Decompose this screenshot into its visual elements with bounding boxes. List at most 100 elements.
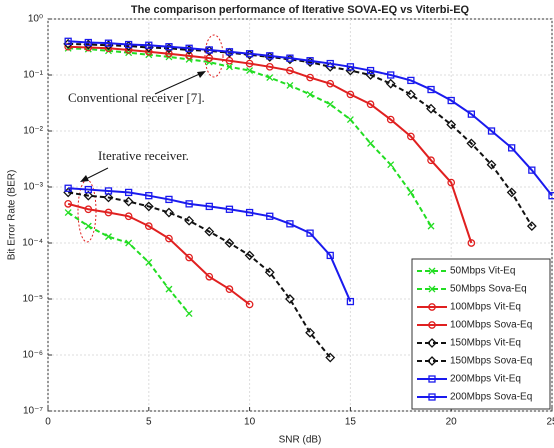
marker: [184, 215, 195, 226]
legend-label: 100Mbps Sova-Eq: [450, 320, 532, 331]
marker: [266, 52, 274, 60]
marker: [466, 138, 477, 149]
marker: [205, 46, 213, 54]
marker: [205, 202, 213, 211]
marker: [124, 188, 133, 197]
marker: [104, 39, 113, 47]
marker: [306, 73, 314, 82]
marker: [447, 178, 456, 187]
marker: [164, 207, 174, 218]
legend-label: 50Mbps Sova-Eq: [450, 284, 527, 295]
marker: [286, 66, 294, 75]
marker: [225, 48, 234, 56]
annotation: Conventional receiver [7].: [68, 90, 205, 105]
marker: [225, 205, 234, 213]
legend-label: 150Mbps Vit-Eq: [450, 338, 521, 349]
legend-label: 200Mbps Vit-Eq: [450, 374, 521, 385]
legend-label: 150Mbps Sova-Eq: [450, 356, 532, 367]
marker: [104, 187, 113, 195]
marker: [506, 187, 517, 198]
marker: [367, 139, 375, 147]
marker: [185, 51, 193, 60]
marker: [245, 300, 254, 309]
marker: [64, 184, 72, 192]
annotation: Iterative receiver.: [98, 148, 189, 163]
marker: [426, 103, 436, 114]
y-tick-label: 10⁰: [28, 14, 43, 25]
marker: [145, 258, 153, 266]
marker: [508, 144, 516, 152]
marker: [105, 233, 112, 241]
x-tick-label: 15: [345, 417, 357, 428]
marker: [145, 192, 153, 200]
marker: [528, 166, 536, 174]
marker: [244, 250, 255, 261]
marker: [84, 185, 92, 194]
marker: [165, 43, 173, 51]
marker: [145, 41, 153, 49]
marker: [447, 96, 455, 105]
marker: [326, 59, 334, 68]
marker: [306, 57, 314, 65]
marker: [285, 294, 295, 304]
marker: [264, 267, 275, 278]
marker: [245, 208, 254, 217]
y-tick-label: 10⁻⁶: [22, 350, 43, 361]
marker: [407, 188, 415, 196]
y-tick-label: 10⁻⁴: [22, 238, 43, 249]
marker: [467, 110, 476, 118]
y-tick-label: 10⁻⁵: [22, 294, 43, 305]
marker: [427, 85, 435, 94]
legend-marker: [428, 393, 436, 401]
marker: [427, 222, 435, 230]
marker: [326, 251, 334, 260]
marker: [407, 76, 415, 85]
marker: [165, 195, 173, 204]
marker: [246, 67, 254, 75]
marker: [346, 116, 354, 124]
x-tick-label: 10: [244, 417, 256, 428]
marker: [326, 79, 335, 88]
series-line: [68, 40, 553, 197]
marker: [245, 50, 254, 58]
marker: [124, 40, 133, 49]
marker: [286, 54, 294, 62]
marker: [64, 209, 72, 216]
marker: [185, 200, 193, 208]
marker: [366, 100, 375, 109]
marker: [84, 205, 93, 214]
marker: [123, 196, 134, 207]
marker: [407, 132, 415, 141]
marker: [125, 239, 133, 247]
y-axis-label: Bit Error Rate (BER): [7, 170, 18, 261]
legend-marker: [427, 356, 437, 366]
marker: [144, 222, 153, 230]
legend-marker: [428, 303, 436, 311]
marker: [165, 285, 173, 293]
marker: [286, 220, 294, 228]
marker: [185, 310, 193, 317]
marker: [185, 44, 193, 52]
marker: [83, 190, 94, 201]
marker: [386, 115, 395, 124]
marker: [385, 78, 396, 89]
y-tick-label: 10⁻²: [23, 126, 43, 137]
marker: [427, 156, 435, 165]
marker: [387, 71, 395, 79]
marker: [124, 212, 133, 221]
x-tick-label: 20: [446, 417, 458, 428]
marker: [487, 127, 496, 135]
x-tick-label: 5: [146, 417, 152, 428]
marker: [486, 159, 497, 170]
x-tick-label: 0: [45, 417, 51, 428]
y-tick-label: 10⁻⁷: [23, 406, 43, 417]
series-line: [68, 187, 352, 302]
annotation-arrow: [154, 71, 205, 95]
marker: [266, 212, 274, 220]
marker: [143, 201, 154, 212]
arrow-head: [197, 71, 206, 78]
marker: [346, 297, 355, 306]
marker: [104, 208, 113, 217]
legend-marker: [428, 375, 436, 383]
